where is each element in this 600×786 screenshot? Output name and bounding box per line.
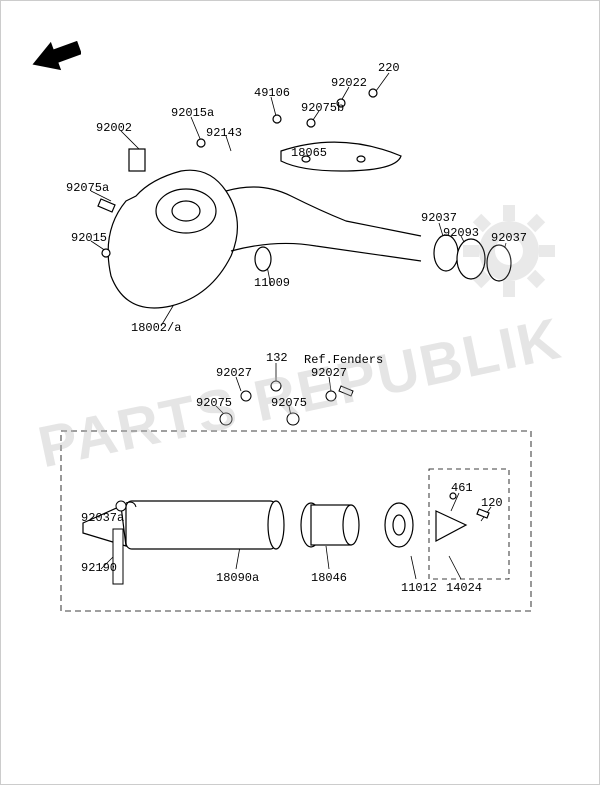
part-label-92015a: 92015a xyxy=(171,106,214,120)
part-label-92075a: 92075a xyxy=(66,181,109,195)
part-label-18046: 18046 xyxy=(311,571,347,585)
ref-fenders-label: Ref.Fenders xyxy=(304,353,383,367)
part-label-92190: 92190 xyxy=(81,561,117,575)
part-label-92093: 92093 xyxy=(443,226,479,240)
part-label-461: 461 xyxy=(451,481,473,495)
part-label-92075b: 92075b xyxy=(301,101,344,115)
part-label-14024: 14024 xyxy=(446,581,482,595)
parts-diagram: PARTS REPUBLIK Ref.Fenders 2209202249106… xyxy=(0,0,600,785)
part-label-92027_b: 92027 xyxy=(311,366,347,380)
part-label-11012: 11012 xyxy=(401,581,437,595)
part-label-92037: 92037 xyxy=(421,211,457,225)
part-label-11009: 11009 xyxy=(254,276,290,290)
part-label-92027_a: 92027 xyxy=(216,366,252,380)
part-label-49106: 49106 xyxy=(254,86,290,100)
part-label-92143: 92143 xyxy=(206,126,242,140)
part-label-92002: 92002 xyxy=(96,121,132,135)
part-label-92037a: 92037a xyxy=(81,511,124,525)
part-label-92075_a: 92075 xyxy=(196,396,232,410)
parts-illustration xyxy=(1,1,600,786)
part-label-18002a: 18002/a xyxy=(131,321,181,335)
part-label-220: 220 xyxy=(378,61,400,75)
part-label-92037_2: 92037 xyxy=(491,231,527,245)
part-label-92075_b: 92075 xyxy=(271,396,307,410)
part-label-18065: 18065 xyxy=(291,146,327,160)
part-label-120: 120 xyxy=(481,496,503,510)
part-label-132: 132 xyxy=(266,351,288,365)
part-label-92015: 92015 xyxy=(71,231,107,245)
part-label-92022: 92022 xyxy=(331,76,367,90)
part-label-18090a: 18090a xyxy=(216,571,259,585)
